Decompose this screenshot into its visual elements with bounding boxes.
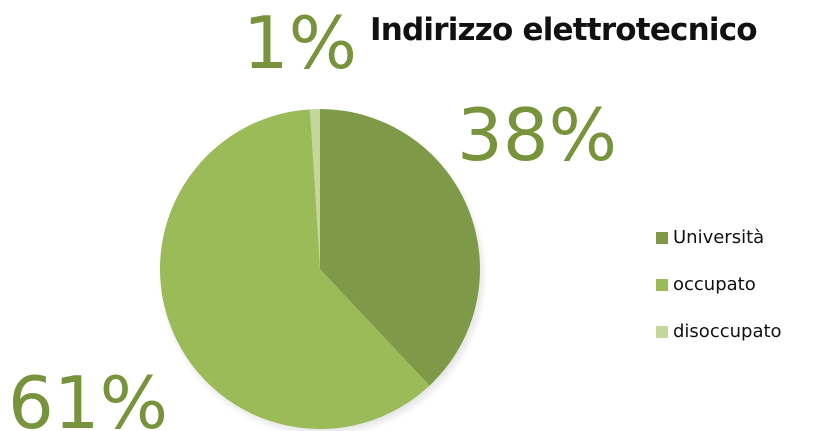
pie-slice-disoccupato (309, 109, 320, 269)
legend-label-universita: Università (673, 227, 765, 248)
chart-title: Indirizzo elettrotecnico (370, 12, 758, 48)
pct-label-universita: 38% (457, 93, 617, 177)
legend-swatch-disoccupato (656, 325, 668, 338)
legend-item-disoccupato: disoccupato (656, 308, 782, 355)
legend-label-occupato: occupato (673, 274, 756, 295)
legend-item-universita: Università (656, 214, 782, 261)
pct-label-occupato: 61% (8, 361, 168, 431)
legend-item-occupato: occupato (656, 261, 782, 308)
legend: Università occupato disoccupato (656, 214, 782, 355)
legend-swatch-occupato (656, 278, 668, 291)
legend-swatch-universita (656, 231, 668, 244)
legend-label-disoccupato: disoccupato (673, 321, 782, 342)
pie-slices (159, 109, 480, 430)
pct-label-disoccupato: 1% (243, 1, 357, 85)
pie-slice-universita (320, 109, 480, 386)
pie-slice-occupato (159, 109, 430, 430)
percentage-labels: 38% 61% 1% (8, 1, 617, 431)
